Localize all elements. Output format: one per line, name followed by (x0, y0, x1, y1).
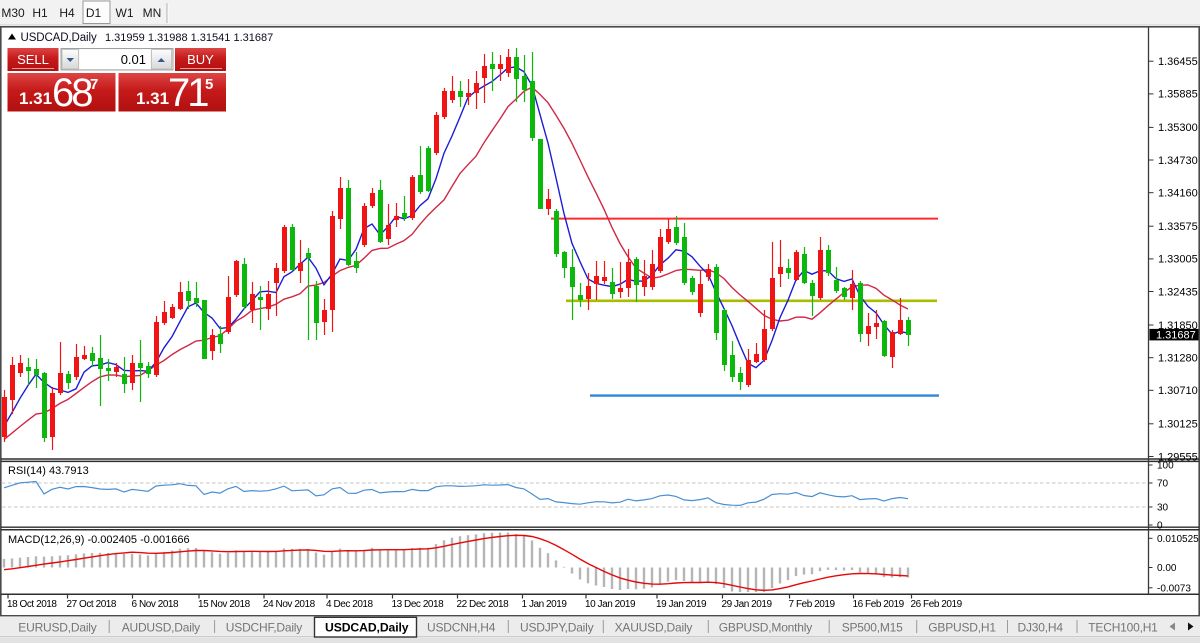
svg-text:1.32435: 1.32435 (1158, 286, 1198, 298)
svg-text:USDJPY,Daily: USDJPY,Daily (520, 621, 594, 635)
svg-text:M30: M30 (1, 6, 25, 20)
svg-text:1.35885: 1.35885 (1158, 89, 1198, 101)
svg-text:H1: H1 (32, 6, 48, 20)
svg-text:1.31687: 1.31687 (1156, 329, 1196, 341)
svg-text:7 Feb 2019: 7 Feb 2019 (789, 599, 836, 610)
svg-text:15 Nov 2018: 15 Nov 2018 (198, 599, 251, 610)
svg-text:4 Dec 2018: 4 Dec 2018 (326, 599, 374, 610)
svg-text:MACD(12,26,9) -0.002405 -0.001: MACD(12,26,9) -0.002405 -0.001666 (8, 534, 190, 546)
svg-text:1.31280: 1.31280 (1158, 353, 1198, 365)
svg-text:AUDUSD,Daily: AUDUSD,Daily (122, 621, 200, 635)
svg-text:1.33575: 1.33575 (1158, 221, 1198, 233)
svg-text:16 Feb 2019: 16 Feb 2019 (853, 599, 905, 610)
svg-text:18 Oct 2018: 18 Oct 2018 (7, 599, 57, 610)
svg-text:27 Oct 2018: 27 Oct 2018 (67, 599, 117, 610)
svg-text:22 Dec 2018: 22 Dec 2018 (457, 599, 510, 610)
svg-text:10 Jan 2019: 10 Jan 2019 (585, 599, 636, 610)
svg-text:1.30710: 1.30710 (1158, 385, 1198, 397)
svg-text:1.33005: 1.33005 (1158, 254, 1198, 266)
svg-text:1.30125: 1.30125 (1158, 419, 1198, 431)
svg-text:BUY: BUY (187, 52, 214, 67)
svg-text:29 Jan 2019: 29 Jan 2019 (722, 599, 773, 610)
svg-text:0.010525: 0.010525 (1157, 534, 1199, 545)
svg-text:GBPUSD,Monthly: GBPUSD,Monthly (719, 621, 812, 635)
svg-text:EURUSD,Daily: EURUSD,Daily (18, 621, 96, 635)
svg-text:RSI(14) 43.7913: RSI(14) 43.7913 (8, 465, 89, 477)
svg-text:1.34160: 1.34160 (1158, 188, 1198, 200)
svg-text:30: 30 (1157, 503, 1169, 514)
svg-text:DJ30,H4: DJ30,H4 (1018, 621, 1064, 635)
svg-text:100: 100 (1157, 461, 1174, 472)
svg-text:1.36455: 1.36455 (1158, 56, 1198, 68)
svg-text:USDCAD,Daily: USDCAD,Daily (325, 621, 409, 635)
svg-text:TECH100,H1: TECH100,H1 (1088, 621, 1158, 635)
svg-text:0.00: 0.00 (1157, 563, 1177, 574)
svg-text:1.35300: 1.35300 (1158, 122, 1198, 134)
svg-text:5: 5 (205, 76, 213, 93)
svg-text:70: 70 (1157, 479, 1169, 490)
svg-text:USDCNH,H4: USDCNH,H4 (427, 621, 496, 635)
svg-text:71: 71 (168, 71, 208, 115)
svg-text:1.29555: 1.29555 (1158, 451, 1198, 463)
svg-text:SP500,M15: SP500,M15 (842, 621, 903, 635)
svg-text:H4: H4 (59, 6, 75, 20)
svg-text:13 Dec 2018: 13 Dec 2018 (392, 599, 445, 610)
svg-text:D1: D1 (86, 6, 102, 20)
svg-text:USDCAD,Daily: USDCAD,Daily (21, 32, 97, 44)
svg-text:1.31959 1.31988 1.31541 1.3168: 1.31959 1.31988 1.31541 1.31687 (105, 32, 273, 44)
svg-text:GBPUSD,H1: GBPUSD,H1 (928, 621, 996, 635)
svg-text:1 Jan 2019: 1 Jan 2019 (522, 599, 568, 610)
svg-text:-0.0073: -0.0073 (1157, 583, 1191, 594)
svg-text:6 Nov 2018: 6 Nov 2018 (132, 599, 180, 610)
svg-text:1.31850: 1.31850 (1158, 320, 1198, 332)
svg-text:1.34730: 1.34730 (1158, 155, 1198, 167)
svg-text:0.01: 0.01 (121, 52, 146, 67)
svg-text:MN: MN (143, 6, 162, 20)
svg-text:68: 68 (52, 71, 92, 115)
svg-text:24 Nov 2018: 24 Nov 2018 (263, 599, 316, 610)
svg-text:1.31: 1.31 (136, 89, 169, 108)
svg-text:19 Jan 2019: 19 Jan 2019 (656, 599, 707, 610)
svg-text:7: 7 (90, 76, 98, 93)
svg-text:0: 0 (1157, 521, 1163, 532)
svg-text:SELL: SELL (17, 52, 49, 67)
svg-text:1.31: 1.31 (19, 89, 52, 108)
svg-text:26 Feb 2019: 26 Feb 2019 (911, 599, 963, 610)
svg-text:USDCHF,Daily: USDCHF,Daily (226, 621, 302, 635)
svg-text:XAUUSD,Daily: XAUUSD,Daily (615, 621, 693, 635)
svg-text:W1: W1 (116, 6, 134, 20)
